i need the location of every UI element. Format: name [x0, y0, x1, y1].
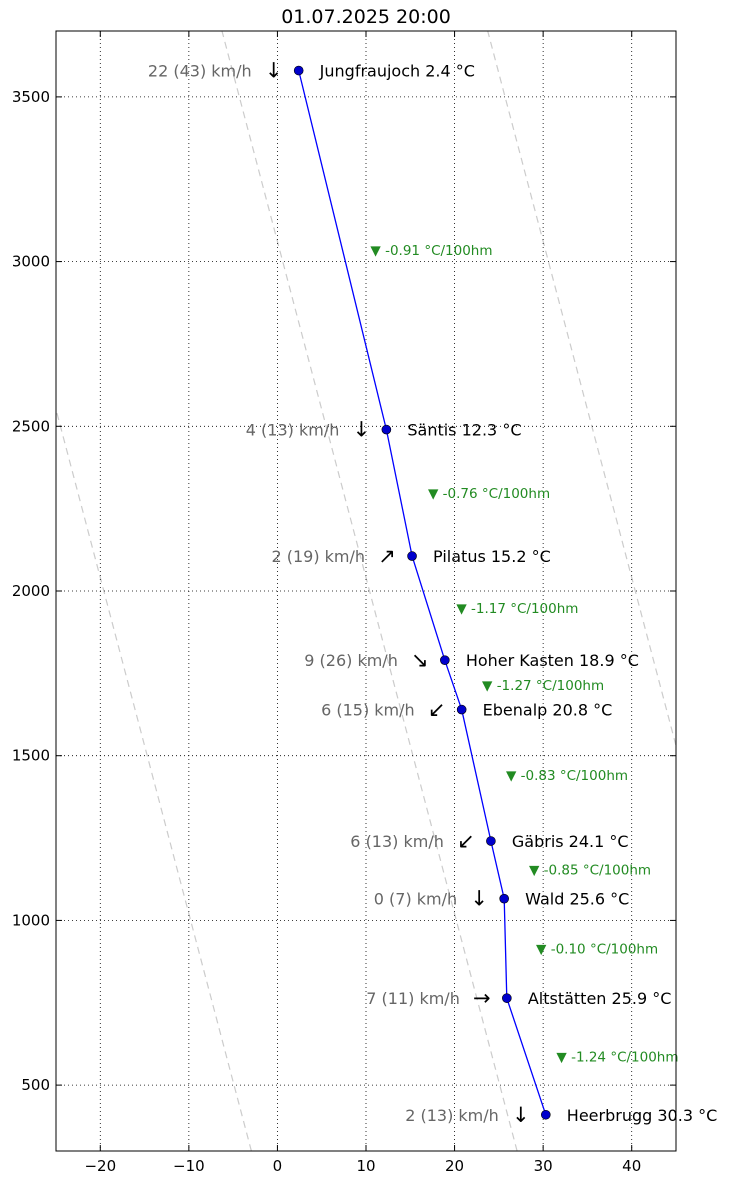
station-point — [381, 424, 392, 435]
station-label: Säntis 12.3 °C — [407, 421, 521, 440]
wind-speed-label: 6 (13) km/h — [350, 832, 444, 851]
lapse-rate-label: ▼ -0.83 °C/100hm — [506, 768, 628, 784]
station-label: Altstätten 25.9 °C — [528, 989, 672, 1008]
x-tick-label: 40 — [622, 1157, 641, 1175]
wind-speed-label: 2 (19) km/h — [271, 547, 365, 566]
lapse-rate-label: ▼ -0.10 °C/100hm — [536, 941, 658, 957]
station-point — [293, 65, 304, 76]
dry-adiabat-line — [487, 31, 676, 748]
x-tick-label: 0 — [273, 1157, 283, 1175]
station-point — [486, 836, 496, 846]
axes: −20 −10 0 10 20 30 40 500 1000 1500 2000 2500 3000 35… — [12, 31, 676, 1175]
wind-speed-label: 0 (7) km/h — [374, 890, 457, 909]
lapse-rate-label: ▼ -0.91 °C/100hm — [370, 243, 492, 259]
x-tick-label: 30 — [534, 1157, 553, 1175]
y-tick-label: 500 — [21, 1076, 50, 1094]
station-point — [440, 655, 450, 665]
temperature-profile — [293, 65, 551, 1120]
wind-arrow: ↗ — [378, 544, 396, 568]
dry-adiabat-line — [221, 31, 518, 1151]
wind-arrow: ↙ — [428, 698, 446, 722]
y-tick-label: 2500 — [12, 417, 50, 435]
station-label: Jungfraujoch 2.4 °C — [319, 62, 475, 81]
wind-arrow: ↓ — [512, 1103, 530, 1127]
chart-title: 01.07.2025 20:00 — [281, 6, 451, 28]
station-label: Pilatus 15.2 °C — [433, 547, 551, 566]
lapse-rate-label: ▼ -1.24 °C/100hm — [556, 1049, 678, 1065]
wind-speed-label: 2 (13) km/h — [405, 1106, 499, 1125]
wind-arrow: ↓ — [470, 887, 488, 911]
y-tick-label: 2000 — [12, 582, 50, 600]
y-tick-label: 3500 — [12, 88, 50, 106]
y-tick-label: 3000 — [12, 253, 50, 271]
lapse-rate-label: ▼ -1.27 °C/100hm — [482, 678, 604, 694]
lapse-rate-label: ▼ -1.17 °C/100hm — [456, 601, 578, 617]
grid-lines — [56, 31, 676, 1151]
wind-speed-label: 9 (26) km/h — [304, 651, 398, 670]
temperature-line — [298, 70, 547, 1116]
station-label: Hoher Kasten 18.9 °C — [466, 651, 639, 670]
wind-arrow: → — [473, 986, 491, 1010]
x-tick-label: 20 — [445, 1157, 464, 1175]
dry-adiabats — [56, 31, 676, 1151]
station-label: Heerbrugg 30.3 °C — [567, 1106, 717, 1125]
lapse-rate-label: ▼ -0.85 °C/100hm — [529, 863, 651, 879]
station-point — [502, 993, 512, 1003]
wind-arrow: ↘ — [411, 648, 429, 672]
x-tick-label: −20 — [84, 1157, 116, 1175]
x-tick-label: −10 — [173, 1157, 205, 1175]
station-label: Ebenalp 20.8 °C — [483, 701, 613, 720]
wind-speed-label: 6 (15) km/h — [321, 701, 415, 720]
y-tick-label: 1500 — [12, 747, 50, 765]
annotations: Heerbrugg 30.3 °C ↓ 2 (13) km/h Altstätten … — [148, 59, 717, 1127]
wind-speed-label: 7 (11) km/h — [366, 989, 460, 1008]
station-label: Wald 25.6 °C — [525, 890, 629, 909]
station-label: Gäbris 24.1 °C — [512, 832, 629, 851]
wind-speed-label: 4 (13) km/h — [246, 421, 340, 440]
wind-arrow: ↓ — [265, 59, 283, 83]
x-tick-label: 10 — [356, 1157, 375, 1175]
wind-arrow: ↓ — [353, 418, 371, 442]
station-point — [499, 893, 509, 904]
station-point — [407, 551, 417, 561]
dry-adiabat-line — [56, 407, 252, 1151]
station-point — [456, 704, 467, 715]
lapse-rate-label: ▼ -0.76 °C/100hm — [428, 486, 550, 502]
wind-arrow: ↙ — [457, 829, 475, 853]
wind-speed-label: 22 (43) km/h — [148, 62, 252, 81]
station-point — [540, 1109, 551, 1120]
y-tick-label: 1000 — [12, 911, 50, 929]
